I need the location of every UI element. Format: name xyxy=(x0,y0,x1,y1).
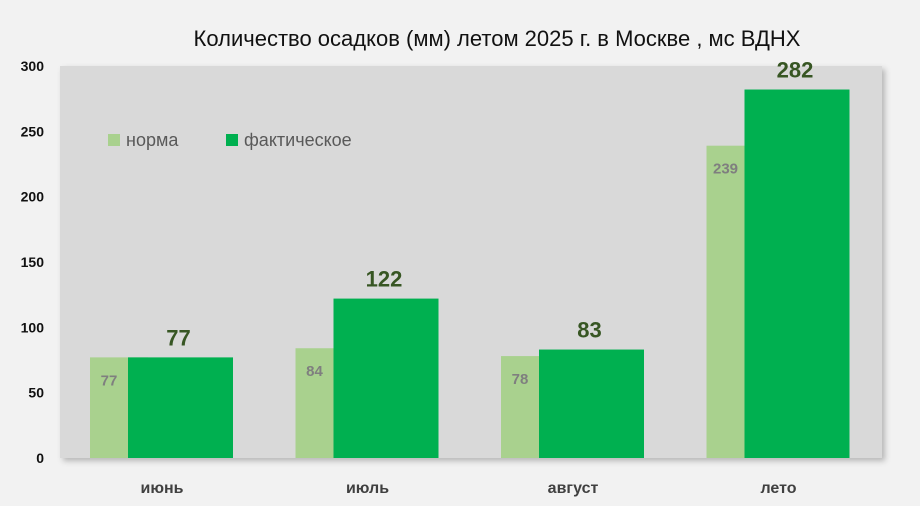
bar-fact xyxy=(744,89,850,459)
y-tick-label: 100 xyxy=(21,319,45,335)
x-tick-label: июль xyxy=(346,480,389,497)
data-label-norm: 239 xyxy=(713,161,738,178)
chart-title: Количество осадков (мм) летом 2025 г. в … xyxy=(194,26,801,51)
x-axis: июнь июль август лето xyxy=(141,480,797,497)
data-label-fact: 282 xyxy=(777,58,814,83)
x-tick-label: июнь xyxy=(141,480,184,497)
legend-label-norm: норма xyxy=(126,130,179,150)
x-tick-label: лето xyxy=(760,480,796,497)
legend-swatch-norm xyxy=(108,134,120,146)
y-tick-label: 300 xyxy=(21,58,45,74)
bars: 77 77 84 122 78 83 239 282 xyxy=(90,58,850,459)
y-axis: 0 50 100 150 200 250 300 xyxy=(21,58,45,466)
data-label-fact: 83 xyxy=(577,318,601,343)
legend-label-fact: фактическое xyxy=(244,130,352,150)
data-label-norm: 77 xyxy=(101,372,118,389)
bar-fact xyxy=(128,357,233,458)
data-label-norm: 84 xyxy=(306,363,323,380)
y-tick-label: 50 xyxy=(28,385,44,401)
y-tick-label: 200 xyxy=(21,189,45,205)
data-label-norm: 78 xyxy=(512,371,529,388)
bar-fact xyxy=(539,349,644,458)
data-label-fact: 122 xyxy=(366,267,403,292)
legend: норма фактическое xyxy=(108,130,352,150)
y-tick-label: 0 xyxy=(36,450,44,466)
y-tick-label: 250 xyxy=(21,123,45,139)
data-label-fact: 77 xyxy=(166,325,190,350)
x-tick-label: август xyxy=(548,480,599,497)
y-tick-label: 150 xyxy=(21,254,45,270)
legend-swatch-fact xyxy=(226,134,238,146)
bar-fact xyxy=(333,298,439,458)
